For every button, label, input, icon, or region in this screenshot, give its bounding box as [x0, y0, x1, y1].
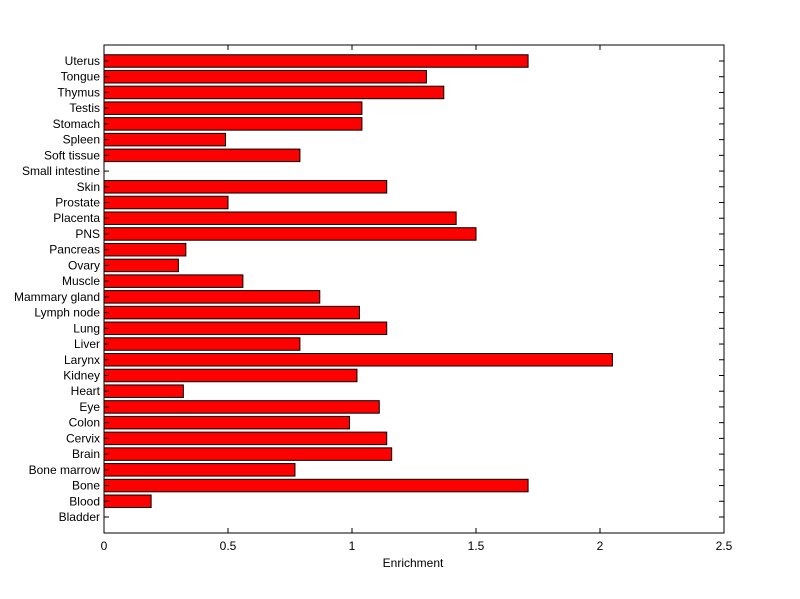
bar-uterus [103, 54, 529, 68]
bar-stomach [103, 117, 363, 131]
y-tick-label: Prostate [55, 196, 100, 210]
plot-frame [103, 44, 725, 534]
y-tick-label: Bladder [59, 510, 100, 524]
bar-testis [103, 101, 363, 115]
x-axis-label: Enrichment [383, 556, 444, 570]
y-tick-label: PNS [75, 227, 100, 241]
y-tick-label: Liver [74, 337, 100, 351]
y-tick-label: Uterus [65, 54, 100, 68]
y-tick-label: Bone [72, 479, 100, 493]
x-axis-ticks: 0 0.5 1 1.5 2 2.5 [101, 45, 733, 553]
x-tick-label: 2 [597, 539, 604, 553]
x-tick-label: 0.5 [220, 539, 237, 553]
y-tick-label: Brain [72, 447, 100, 461]
y-tick-label: Spleen [63, 133, 100, 147]
bar-liver [103, 337, 301, 351]
bar-tongue [103, 69, 427, 84]
x-tick-label: 1.5 [468, 539, 485, 553]
bar-lung [103, 321, 388, 336]
y-tick-label: Soft tissue [44, 148, 100, 162]
bar-skin [103, 180, 388, 194]
bar-placenta [103, 211, 457, 225]
x-tick-label: 2.5 [716, 539, 733, 553]
bar-prostate [103, 195, 229, 210]
bar-muscle [103, 274, 244, 288]
y-tick-label: Mammary gland [14, 290, 100, 304]
y-tick-label: Pancreas [49, 243, 100, 257]
bar-colon [103, 415, 351, 430]
y-tick-label: Lymph node [34, 306, 100, 320]
bar-heart [103, 384, 184, 398]
y-tick-label: Placenta [53, 211, 100, 225]
bar-pns [103, 227, 477, 241]
y-tick-label: Tongue [61, 70, 101, 84]
bar-soft-tissue [103, 148, 301, 163]
y-tick-label: Larynx [64, 353, 100, 367]
bar-pancreas [103, 242, 187, 257]
y-tick-label: Skin [77, 180, 100, 194]
bar-bone-marrow [103, 463, 296, 477]
y-tick-label: Small intestine [22, 164, 100, 178]
y-tick-label: Eye [79, 400, 100, 414]
y-tick-label: Bone marrow [29, 463, 101, 477]
x-tick-label: 1 [349, 539, 356, 553]
bar-brain [103, 447, 393, 461]
x-tick-label: 0 [101, 539, 108, 553]
y-tick-label: Ovary [68, 258, 100, 272]
bar-lymph-node [103, 305, 360, 320]
bar-blood [103, 494, 152, 509]
y-tick-label: Muscle [62, 274, 100, 288]
bars-group [103, 54, 613, 509]
bar-ovary [103, 258, 179, 273]
bar-bone [103, 478, 529, 493]
y-tick-label: Kidney [63, 368, 100, 382]
bar-larynx [103, 353, 613, 367]
bar-kidney [103, 368, 358, 383]
y-tick-label: Thymus [57, 85, 100, 99]
bar-eye [103, 400, 380, 414]
y-tick-label: Cervix [66, 431, 100, 445]
bar-thymus [103, 85, 445, 100]
bar-spleen [103, 132, 227, 147]
bar-cervix [103, 431, 388, 446]
y-tick-label: Colon [69, 416, 100, 430]
y-tick-label: Testis [69, 101, 100, 115]
y-tick-label: Blood [69, 494, 100, 508]
bar-mammary-gland [103, 290, 321, 304]
y-tick-label: Heart [71, 384, 101, 398]
y-tick-label: Stomach [53, 117, 100, 131]
y-tick-label: Lung [73, 321, 100, 335]
